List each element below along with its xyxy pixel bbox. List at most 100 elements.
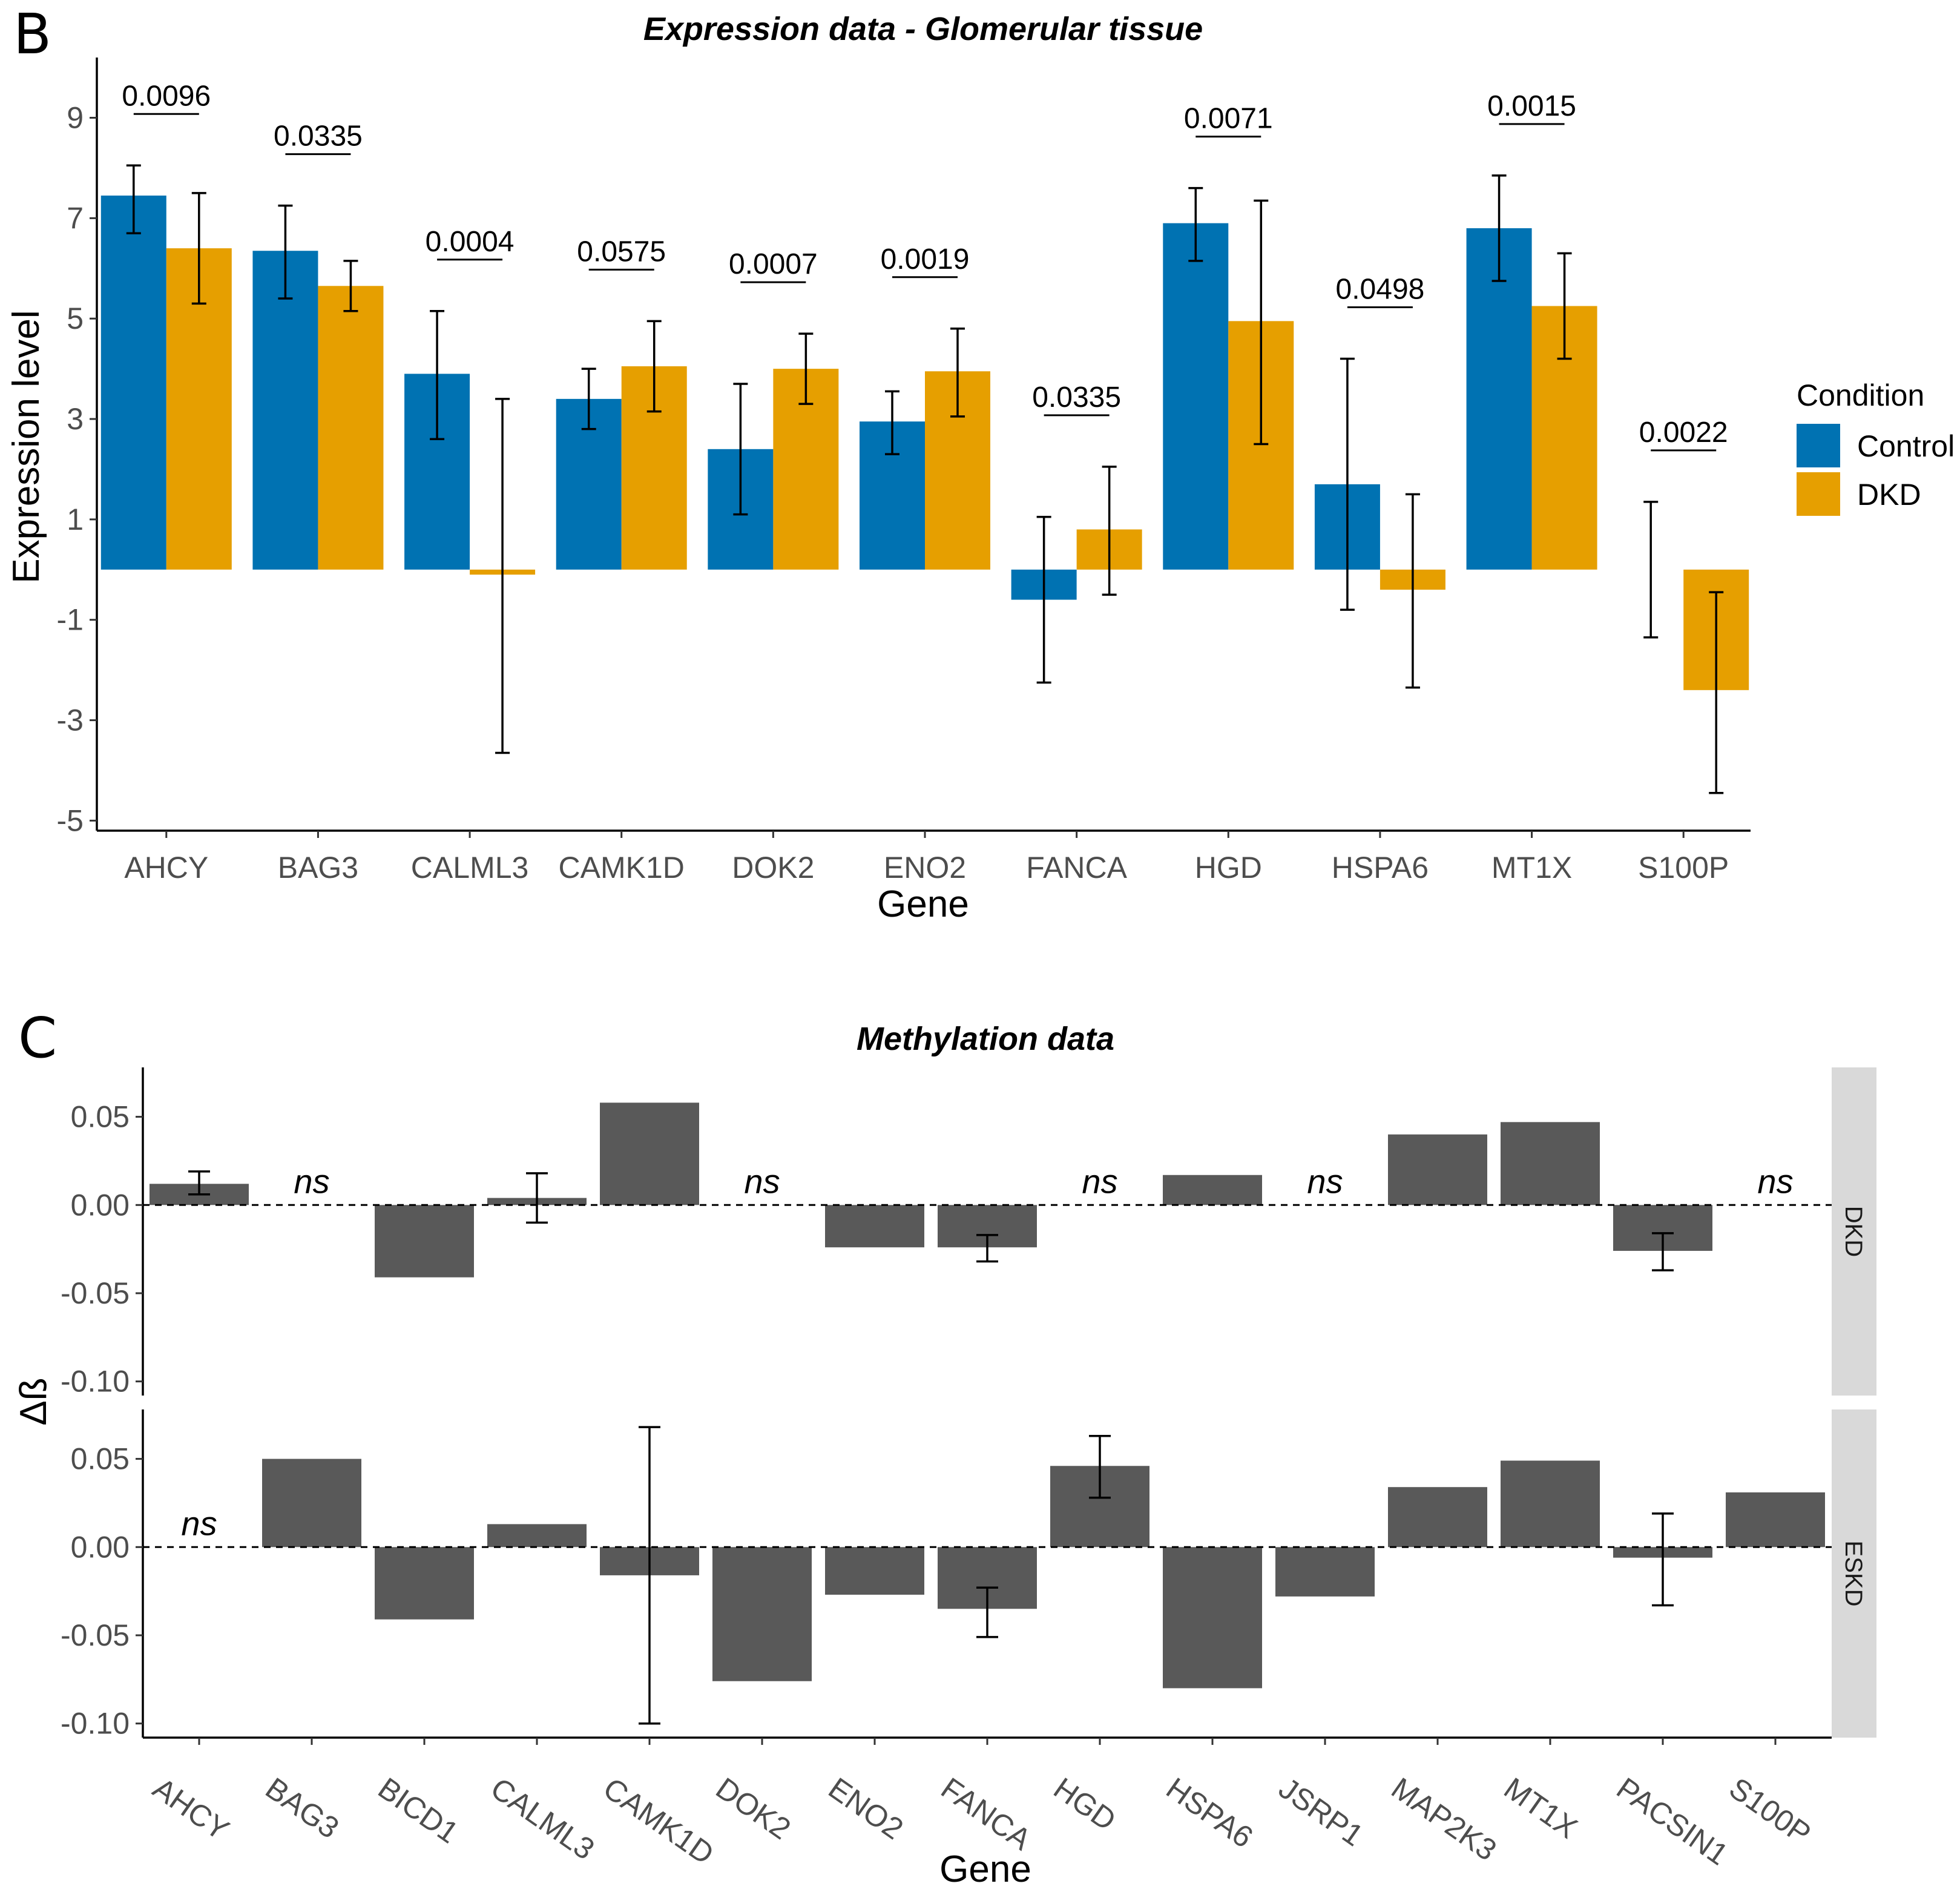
chart-b-ytick-label: 7	[67, 201, 84, 235]
chart-b-xtick-label-ahcy: AHCY	[124, 851, 208, 885]
panel-letter-b: B	[13, 2, 51, 67]
chart-c-xtick-label-jsrp1: JSRP1	[1273, 1771, 1370, 1853]
chart-c-errorbar-eskd-pacsin1	[1652, 1512, 1674, 1607]
chart-b-errorbar-control-eno2	[885, 390, 899, 455]
chart-b-errorbar-control-hspa6	[1340, 357, 1355, 611]
chart-b-pvalue-hspa6: 0.0498	[1336, 274, 1425, 306]
chart-b-errorbar-dkd-ahcy	[191, 192, 206, 305]
chart-c-bar-dkd-bicd1	[375, 1205, 474, 1277]
chart-b-legend: Condition Control DKD	[1797, 378, 1955, 516]
chart-b-legend-swatch-control	[1797, 424, 1840, 467]
chart-c-ns-eskd-ahcy: ns	[181, 1504, 217, 1542]
chart-b-pvalue-eno2: 0.0019	[881, 243, 970, 275]
chart-b-legend-label-control: Control	[1857, 429, 1955, 463]
chart-b-bar-dkd-bag3	[318, 286, 384, 570]
chart-b-bar-control-ahcy	[100, 196, 166, 570]
chart-b-xtick-label-bag3: BAG3	[278, 851, 358, 885]
chart-b-ytick-label: -3	[57, 704, 84, 737]
chart-b-legend-label-dkd: DKD	[1857, 478, 1921, 512]
chart-c-xtick-label-fanca: FANCA	[935, 1771, 1038, 1857]
chart-c-ytick-label: 0.00	[71, 1530, 130, 1564]
chart-c-errorbar-dkd-calml3	[526, 1172, 548, 1224]
chart-b-errorbar-dkd-calml3	[495, 398, 510, 754]
chart-b-errorbar-control-s100p	[1643, 501, 1659, 639]
chart-b-ytick-label: 9	[67, 101, 84, 135]
chart-c-bar-eskd-bicd1	[375, 1547, 474, 1620]
chart-c-errorbar-eskd-fanca	[976, 1586, 998, 1638]
chart-b-plot-area: 9 7 5 3 1 -1 -3 -5 AHCY 0.0096 BAG3 0.0335 CALML3 0.0…	[57, 58, 1751, 885]
chart-b-ytick-label: 1	[67, 503, 84, 536]
chart-b-errorbar-control-hgd	[1188, 186, 1203, 262]
chart-b-errorbar-control-mt1x	[1491, 174, 1507, 282]
chart-b-pvalue-camk1d: 0.0575	[577, 236, 666, 268]
chart-b-errorbar-control-dok2	[733, 383, 748, 516]
chart-b-title: Expression data - Glomerular tissue	[643, 11, 1203, 47]
chart-b-pvalue-mt1x: 0.0015	[1487, 90, 1576, 122]
chart-c-errorbar-eskd-hgd	[1089, 1434, 1111, 1499]
chart-b-xtick-label-hspa6: HSPA6	[1332, 851, 1429, 885]
chart-c-xtick-label-hgd: HGD	[1048, 1771, 1122, 1838]
chart-c-xtick-label-mt1x: MT1X	[1498, 1771, 1583, 1845]
chart-b-errorbar-dkd-mt1x	[1557, 252, 1572, 360]
chart-b-xtick-label-hgd: HGD	[1195, 851, 1262, 885]
chart-b-pvalue-bag3: 0.0335	[274, 120, 363, 153]
chart-c-xtick-label-camk1d: CAMK1D	[597, 1771, 720, 1871]
chart-b-xtick-label-eno2: ENO2	[884, 851, 966, 885]
chart-c-facet-eskd: ESKD 0.05 0.00 -0.05 -0.10 ns	[61, 1409, 1876, 1741]
chart-c-bar-dkd-camk1d	[600, 1103, 699, 1205]
chart-c-bar-eskd-eno2	[825, 1547, 924, 1595]
chart-c-bar-eskd-jsrp1	[1275, 1547, 1375, 1597]
chart-c-ytick-label: -0.05	[61, 1276, 130, 1310]
chart-c-xtick-label-pacsin1: PACSIN1	[1611, 1771, 1734, 1871]
chart-c-xlabel: Gene	[939, 1848, 1031, 1890]
chart-b-errorbar-dkd-bag3	[343, 260, 358, 312]
panel-letter-c: C	[18, 1006, 57, 1070]
chart-b-bar-control-hgd	[1163, 223, 1229, 570]
chart-c-xtick-label-ahcy: AHCY	[147, 1771, 235, 1847]
chart-b-errorbar-control-calml3	[430, 310, 445, 440]
chart-c-bar-eskd-map2k3	[1388, 1487, 1487, 1548]
chart-c-bar-dkd-eno2	[825, 1205, 924, 1248]
chart-c-xtick-label-map2k3: MAP2K3	[1386, 1771, 1503, 1867]
chart-b-legend-swatch-dkd	[1797, 472, 1840, 516]
chart-b-errorbar-dkd-fanca	[1102, 466, 1117, 596]
chart-c-bar-dkd-hspa6	[1163, 1175, 1262, 1205]
chart-b-bar-control-mt1x	[1466, 228, 1532, 570]
chart-c-xtick-label-hspa6: HSPA6	[1160, 1771, 1259, 1854]
chart-c-bar-eskd-s100p	[1726, 1492, 1825, 1548]
chart-b-bar-control-bag3	[252, 251, 318, 570]
chart-b-ytick-label: 3	[67, 402, 84, 436]
chart-b-pvalue-dok2: 0.0007	[729, 248, 818, 280]
chart-c-ns-dkd-s100p: ns	[1757, 1162, 1793, 1200]
chart-b-errorbar-control-ahcy	[126, 164, 141, 234]
chart-b-errorbar-dkd-hspa6	[1405, 493, 1420, 689]
chart-b-legend-title: Condition	[1797, 378, 1924, 412]
chart-b-errorbar-dkd-eno2	[950, 328, 965, 418]
chart-c-title: Methylation data	[857, 1021, 1114, 1057]
chart-b-xtick-label-fanca: FANCA	[1026, 851, 1127, 885]
chart-c-xtick-label-calml3: CALML3	[485, 1771, 600, 1866]
chart-c-ytick-label: 0.05	[71, 1100, 130, 1134]
chart-b-errorbar-dkd-dok2	[798, 332, 814, 405]
chart-b-errorbar-dkd-hgd	[1254, 199, 1269, 446]
chart-b-ytick-label: -5	[57, 803, 84, 837]
chart-b-ytick-label: 5	[67, 302, 84, 335]
chart-c-strip-dkd	[1832, 1067, 1876, 1396]
chart-b-pvalue-fanca: 0.0335	[1032, 381, 1121, 414]
chart-c-xtick-label-eno2: ENO2	[823, 1771, 910, 1846]
chart-c-ns-dkd-jsrp1: ns	[1307, 1162, 1343, 1200]
chart-c-bar-eskd-hspa6	[1163, 1547, 1262, 1689]
chart-b-ytick-label: -1	[57, 603, 84, 637]
chart-b-xtick-label-camk1d: CAMK1D	[559, 851, 685, 885]
chart-c-ytick-label: -0.05	[61, 1618, 130, 1652]
chart-c-ytick-label: -0.10	[61, 1365, 130, 1399]
chart-c-errorbar-dkd-ahcy	[188, 1170, 210, 1196]
chart-c-facet-dkd: DKD 0.05 0.00 -0.05 -0.10 ns ns ns ns ns	[61, 1067, 1876, 1399]
chart-c-bar-eskd-mt1x	[1501, 1460, 1600, 1548]
chart-b-ylabel: Expression level	[5, 310, 47, 583]
chart-c-errorbar-dkd-fanca	[976, 1234, 998, 1263]
chart-c-strip-eskd	[1832, 1409, 1876, 1738]
chart-b-xtick-label-mt1x: MT1X	[1491, 851, 1572, 885]
chart-c-ns-dkd-dok2: ns	[744, 1162, 780, 1200]
